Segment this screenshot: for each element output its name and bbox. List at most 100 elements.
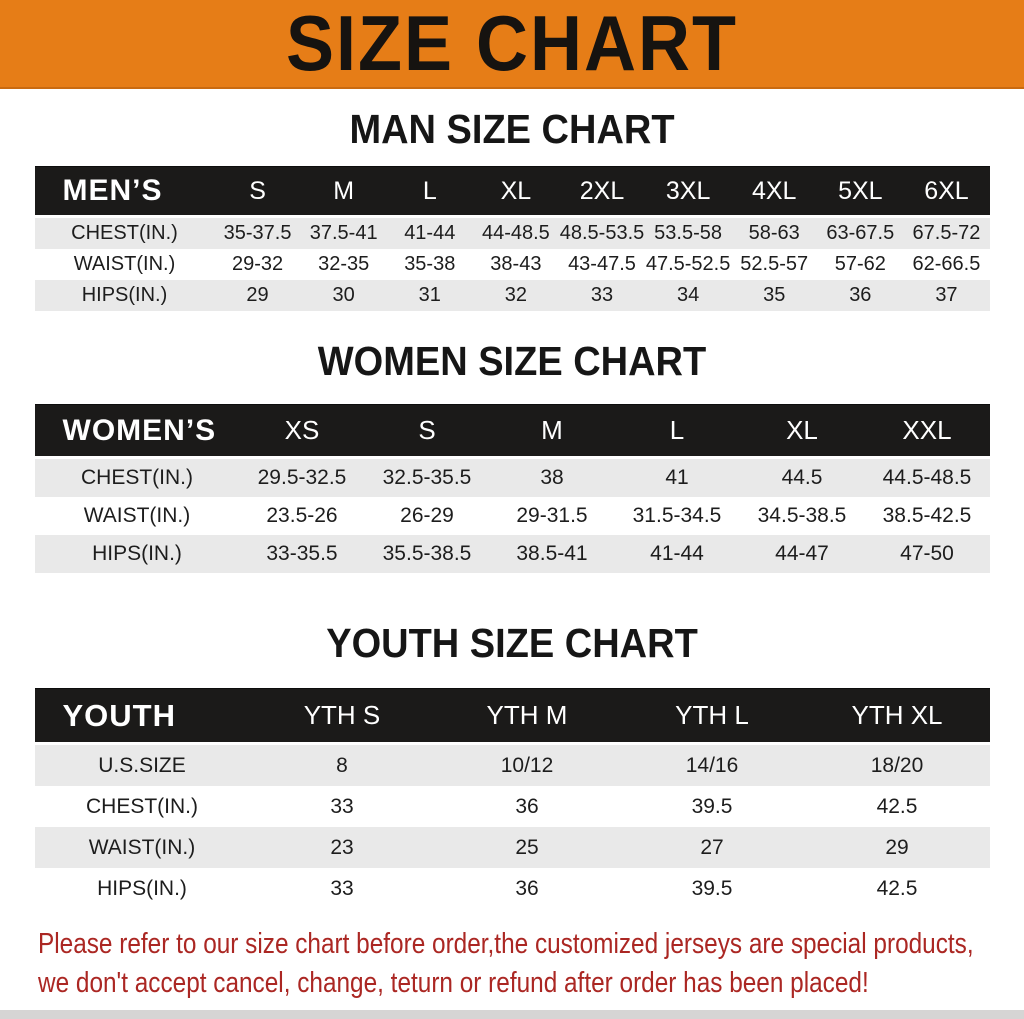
youth-size-table: YOUTH YTH S YTH M YTH L YTH XL U.S.SIZE 8 10/1… [34,688,990,909]
measurement-value: 57-62 [817,249,904,280]
size-column-header: 2XL [558,166,646,218]
measurement-value: 39.5 [619,868,805,909]
size-column-header: S [214,166,301,218]
measurement-label: CHEST(IN.) [34,218,215,249]
page-title: SIZE CHART [286,0,738,87]
size-column-header: XL [739,404,865,459]
size-column-header: YTH S [249,688,435,745]
measurement-value: 35-38 [386,249,473,280]
measurement-label: WAIST(IN.) [34,497,240,535]
size-header-row: MEN’S S M L XL 2XL 3XL 4XL 5XL 6XL [34,166,990,218]
women-section-heading: WOMEN SIZE CHART [317,339,707,385]
measurement-value: 33 [249,786,435,827]
measurement-value: 38 [489,459,615,497]
measurement-value: 27 [619,827,805,868]
banner: SIZE CHART [0,0,1024,89]
measurement-label: CHEST(IN.) [34,786,250,827]
measurement-value: 53.5-58 [645,218,732,249]
size-column-header: XXL [864,404,990,459]
measurement-value: 29-32 [214,249,301,280]
measurement-value: 67.5-72 [903,218,990,249]
measurement-value: 37.5-41 [300,218,387,249]
measurement-label: HIPS(IN.) [34,868,250,909]
table-title-cell: MEN’S [34,166,215,218]
disclaimer-note: Please refer to our size chart before or… [0,925,1024,1003]
size-column-header: XS [239,404,365,459]
measurement-value: 34 [645,280,732,311]
measurement-row: HIPS(IN.) 33 36 39.5 42.5 [34,868,990,909]
measurement-value: 34.5-38.5 [739,497,865,535]
measurement-value: 8 [249,745,435,786]
measurement-value: 47.5-52.5 [645,249,732,280]
measurement-label: HIPS(IN.) [34,535,240,573]
measurement-value: 44-48.5 [472,218,559,249]
size-column-header: 3XL [645,166,732,218]
measurement-label: CHEST(IN.) [34,459,240,497]
size-header-row: YOUTH YTH S YTH M YTH L YTH XL [34,688,990,745]
measurement-value: 18/20 [804,745,990,786]
youth-section-heading: YOUTH SIZE CHART [326,621,698,667]
bottom-border-strip [0,1010,1024,1019]
measurement-value: 32-35 [300,249,387,280]
measurement-value: 39.5 [619,786,805,827]
measurement-value: 35 [731,280,818,311]
table-title-cell: WOMEN’S [34,404,240,459]
measurement-value: 38.5-41 [489,535,615,573]
measurement-value: 44.5 [739,459,865,497]
measurement-row: CHEST(IN.) 29.5-32.5 32.5-35.5 38 41 44.5 44.5… [34,459,990,497]
measurement-row: HIPS(IN.) 29 30 31 32 33 34 35 36 37 [34,280,990,311]
measurement-value: 52.5-57 [731,249,818,280]
measurement-value: 41 [614,459,740,497]
measurement-row: CHEST(IN.) 33 36 39.5 42.5 [34,786,990,827]
measurement-value: 29 [804,827,990,868]
disclaimer-line-1: Please refer to our size chart before or… [38,928,974,960]
measurement-value: 42.5 [804,786,990,827]
size-column-header: M [300,166,387,218]
measurement-row: WAIST(IN.) 29-32 32-35 35-38 38-43 43-47.5 47.… [34,249,990,280]
measurement-value: 29.5-32.5 [239,459,365,497]
measurement-row: WAIST(IN.) 23.5-26 26-29 29-31.5 31.5-34.5 34… [34,497,990,535]
measurement-value: 26-29 [364,497,490,535]
measurement-value: 23.5-26 [239,497,365,535]
measurement-row: CHEST(IN.) 35-37.5 37.5-41 41-44 44-48.5 48.5… [34,218,990,249]
measurement-value: 62-66.5 [903,249,990,280]
table-title-cell: YOUTH [34,688,250,745]
size-column-header: L [386,166,473,218]
measurement-label: U.S.SIZE [34,745,250,786]
measurement-value: 31 [386,280,473,311]
man-section-heading: MAN SIZE CHART [349,107,675,153]
size-column-header: 4XL [731,166,818,218]
measurement-value: 33 [249,868,435,909]
measurement-value: 43-47.5 [558,249,646,280]
measurement-value: 36 [817,280,904,311]
measurement-row: WAIST(IN.) 23 25 27 29 [34,827,990,868]
size-column-header: M [489,404,615,459]
measurement-row: HIPS(IN.) 33-35.5 35.5-38.5 38.5-41 41-44 44-… [34,535,990,573]
measurement-value: 23 [249,827,435,868]
size-column-header: 6XL [903,166,990,218]
measurement-value: 47-50 [864,535,990,573]
measurement-value: 25 [434,827,620,868]
measurement-value: 42.5 [804,868,990,909]
measurement-value: 29-31.5 [489,497,615,535]
size-column-header: S [364,404,490,459]
size-column-header: L [614,404,740,459]
measurement-row: U.S.SIZE 8 10/12 14/16 18/20 [34,745,990,786]
disclaimer-line-2: we don't accept cancel, change, teturn o… [38,967,869,999]
size-header-row: WOMEN’S XS S M L XL XXL [34,404,990,459]
measurement-value: 31.5-34.5 [614,497,740,535]
measurement-value: 33-35.5 [239,535,365,573]
size-column-header: YTH L [619,688,805,745]
measurement-value: 41-44 [386,218,473,249]
measurement-value: 38.5-42.5 [864,497,990,535]
measurement-value: 63-67.5 [817,218,904,249]
measurement-value: 14/16 [619,745,805,786]
measurement-value: 36 [434,868,620,909]
measurement-label: HIPS(IN.) [34,280,215,311]
measurement-value: 44.5-48.5 [864,459,990,497]
measurement-value: 32.5-35.5 [364,459,490,497]
measurement-value: 32 [472,280,559,311]
measurement-value: 37 [903,280,990,311]
size-column-header: XL [472,166,559,218]
